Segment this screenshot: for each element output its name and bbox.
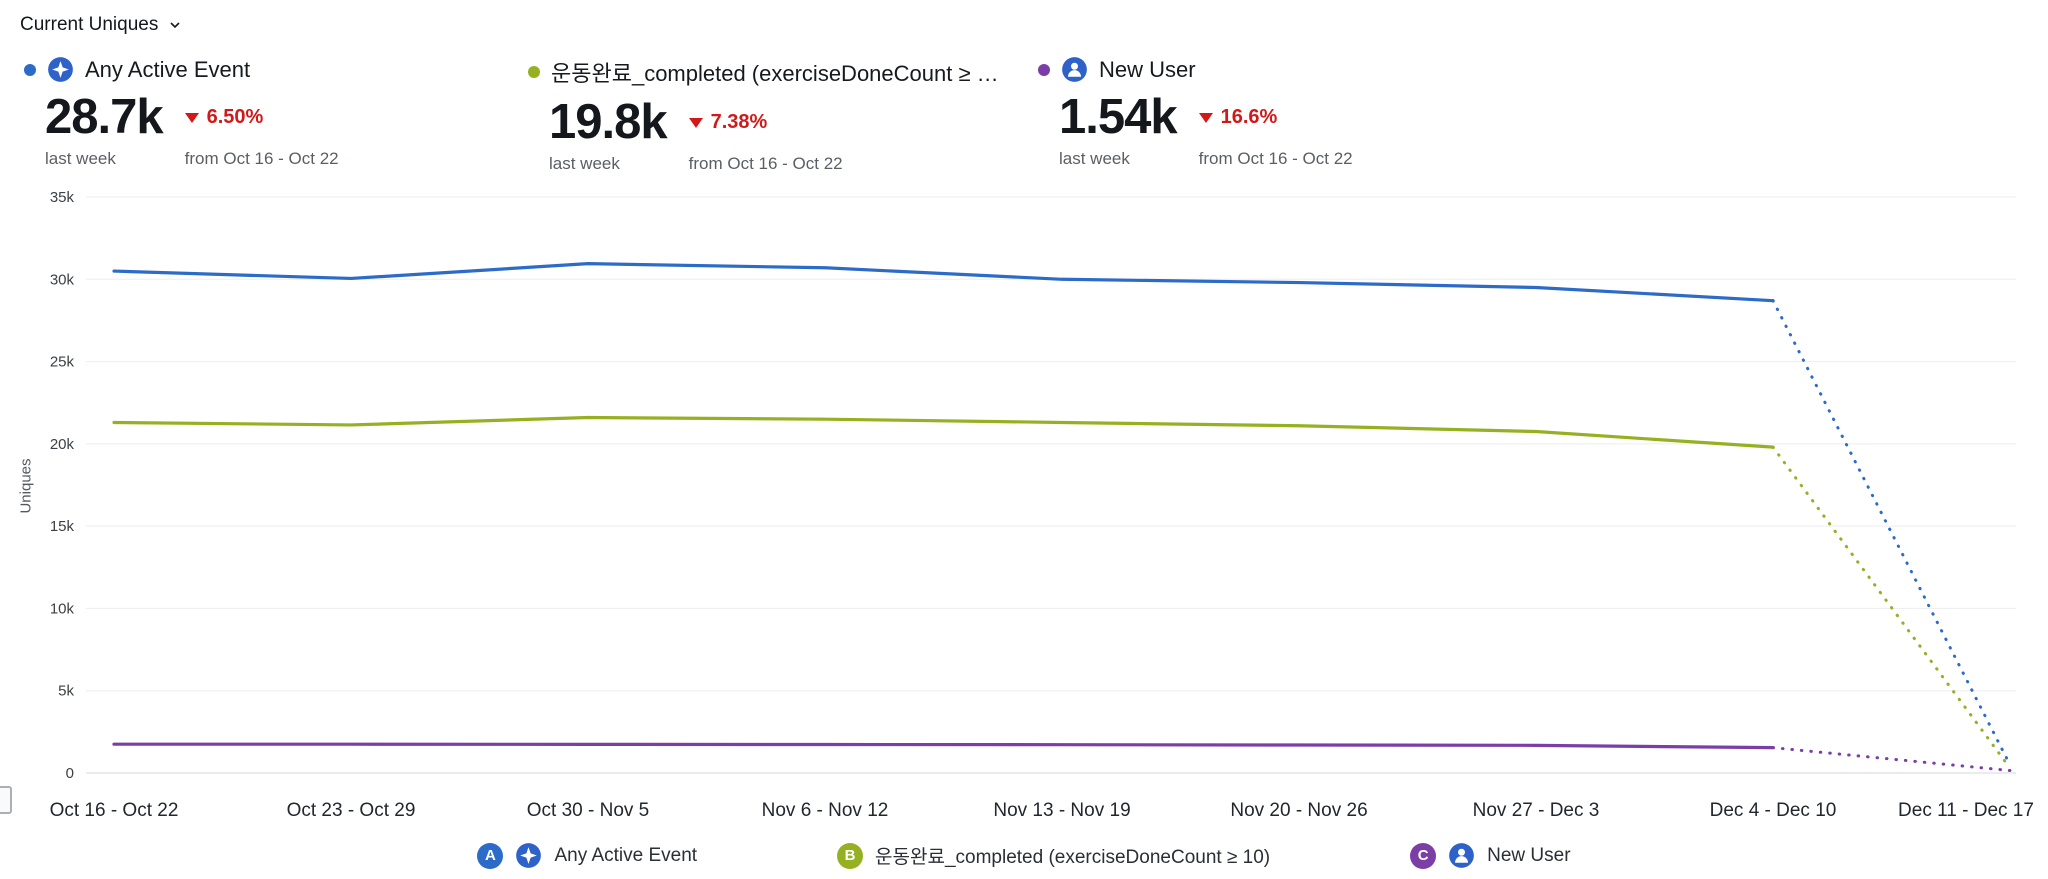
metric-card-exercise-completed[interactable]: 운동완료_completed (exerciseDoneCount ≥ … 19… (528, 56, 999, 174)
legend-badge: C (1410, 842, 1437, 869)
x-tick-label: Nov 20 - Nov 26 (1230, 800, 1367, 821)
panel-corner-handle[interactable] (0, 786, 12, 814)
metric-compare-range: from Oct 16 - Oct 22 (1198, 149, 1353, 168)
metric-value: 1.54k (1059, 90, 1178, 144)
metric-change-value: 16.6% (1220, 106, 1278, 128)
series-line-partial-C[interactable] (1771, 746, 2012, 773)
metric-compare-range: from Oct 16 - Oct 22 (184, 149, 339, 168)
legend-item-any-active-event[interactable]: A Any Active Event (477, 842, 697, 869)
legend-badge: A (477, 842, 504, 869)
chevron-down-icon (170, 22, 180, 29)
y-tick-label: 10k (50, 600, 75, 617)
legend-item-exercise-completed[interactable]: B 운동완료_completed (exerciseDoneCount ≥ 10… (837, 842, 1270, 869)
y-tick-label: 25k (50, 354, 75, 371)
series-line-partial-B[interactable] (1771, 445, 2012, 770)
decrease-icon (1198, 112, 1213, 123)
x-tick-label: Oct 23 - Oct 29 (287, 800, 416, 821)
metric-title: 운동완료_completed (exerciseDoneCount ≥ … (551, 61, 999, 86)
metric-period: last week (1059, 149, 1130, 168)
series-color-dot (1038, 63, 1050, 76)
metric-card-any-active-event[interactable]: Any Active Event 28.7k 6.50% last week f… (24, 56, 339, 169)
series-color-dot (528, 66, 540, 78)
x-tick-label: Oct 30 - Nov 5 (527, 800, 650, 821)
metric-period: last week (549, 154, 620, 173)
any-active-event-icon (48, 57, 73, 82)
metric-title-row: Any Active Event (24, 56, 339, 83)
metric-title: Any Active Event (85, 56, 251, 82)
metric-change-value: 6.50% (206, 106, 264, 128)
any-active-event-icon (516, 843, 542, 868)
y-tick-label: 5k (58, 683, 74, 700)
metric-selector[interactable]: Current Uniques (20, 14, 183, 36)
metrics-summary-row: Any Active Event 28.7k 6.50% last week f… (0, 56, 2048, 186)
metric-period: last week (45, 149, 116, 168)
metric-card-new-user[interactable]: New User 1.54k 16.6% last week from Oct … (1038, 56, 1353, 169)
decrease-icon (688, 117, 703, 128)
legend-badge: B (837, 842, 864, 869)
series-color-dot (24, 63, 36, 76)
series-line-B[interactable] (112, 415, 1775, 449)
metric-change: 7.38% (688, 111, 843, 134)
legend-item-new-user[interactable]: C New User (1410, 842, 1571, 869)
x-tick-label: Nov 6 - Nov 12 (762, 800, 889, 821)
y-tick-label: 15k (50, 518, 75, 535)
metric-change: 16.6% (1198, 106, 1353, 129)
metric-compare-range: from Oct 16 - Oct 22 (688, 154, 843, 173)
metric-value: 28.7k (45, 90, 164, 144)
metric-change: 6.50% (184, 106, 339, 129)
chart-legend: A Any Active Event B 운동완료_completed (exe… (0, 842, 2048, 869)
x-tick-label: Nov 13 - Nov 19 (993, 800, 1130, 821)
metric-title-row: 운동완료_completed (exerciseDoneCount ≥ … (528, 56, 999, 88)
series-line-partial-A[interactable] (1771, 299, 2012, 767)
metric-change-value: 7.38% (710, 111, 768, 133)
x-tick-label: Dec 4 - Dec 10 (1710, 800, 1837, 821)
legend-label: Any Active Event (554, 844, 698, 866)
new-user-icon (1062, 57, 1087, 82)
y-tick-label: 20k (50, 436, 75, 453)
legend-label: 운동완료_completed (exerciseDoneCount ≥ 10) (875, 847, 1271, 868)
metric-value: 19.8k (549, 95, 668, 149)
x-tick-label: Oct 16 - Oct 22 (50, 800, 179, 821)
metric-selector-label: Current Uniques (20, 14, 159, 35)
x-tick-label: Dec 11 - Dec 17 (1898, 800, 2034, 821)
legend-label: New User (1487, 844, 1571, 866)
series-line-A[interactable] (112, 262, 1775, 303)
y-tick-label: 30k (50, 271, 75, 288)
metric-title: New User (1099, 56, 1196, 82)
y-tick-label: 35k (50, 189, 75, 206)
new-user-icon (1449, 843, 1474, 868)
decrease-icon (184, 112, 199, 123)
y-tick-label: 0 (66, 765, 74, 782)
series-line-C[interactable] (112, 742, 1775, 750)
x-tick-label: Nov 27 - Dec 3 (1473, 800, 1600, 821)
metric-title-row: New User (1038, 56, 1353, 83)
